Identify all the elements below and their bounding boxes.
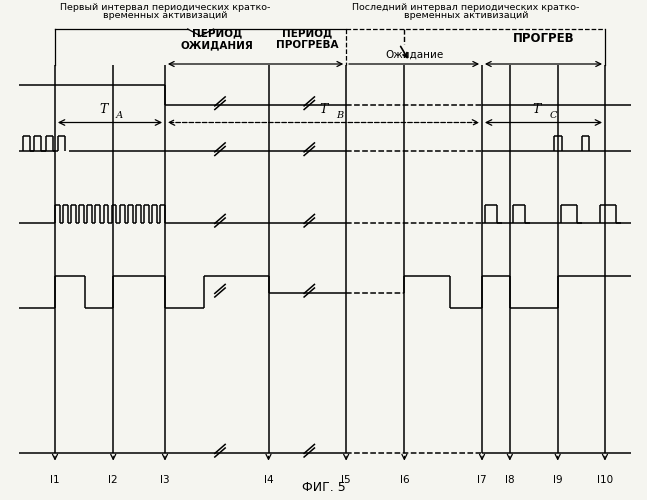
Text: I10: I10 — [597, 475, 613, 485]
Text: I9: I9 — [553, 475, 562, 485]
Text: I7: I7 — [477, 475, 487, 485]
Text: I5: I5 — [342, 475, 351, 485]
Text: Последний интервал периодических кратко-: Последний интервал периодических кратко- — [352, 2, 580, 12]
Text: I2: I2 — [109, 475, 118, 485]
Text: Первый интервал периодических кратко-: Первый интервал периодических кратко- — [60, 2, 270, 12]
Text: I6: I6 — [400, 475, 409, 485]
Text: А: А — [116, 110, 124, 120]
Text: ФИГ. 5: ФИГ. 5 — [302, 481, 345, 494]
Text: ПРОГРЕВ: ПРОГРЕВ — [512, 32, 575, 45]
Text: Ожидание: Ожидание — [385, 50, 443, 60]
Text: I3: I3 — [160, 475, 170, 485]
Text: С: С — [549, 110, 557, 120]
Text: ПЕРИОД
ОЖИДАНИЯ: ПЕРИОД ОЖИДАНИЯ — [181, 28, 253, 50]
Text: временных активизаций: временных активизаций — [404, 10, 528, 20]
Text: Т: Т — [533, 103, 541, 116]
Text: Т: Т — [100, 103, 107, 116]
Text: Т: Т — [320, 103, 327, 116]
Text: В: В — [336, 110, 344, 120]
Text: временных активизаций: временных активизаций — [103, 10, 227, 20]
Text: I1: I1 — [50, 475, 60, 485]
Text: ПЕРИОД
ПРОГРЕВА: ПЕРИОД ПРОГРЕВА — [276, 28, 338, 50]
Text: I4: I4 — [264, 475, 273, 485]
Text: I8: I8 — [505, 475, 514, 485]
